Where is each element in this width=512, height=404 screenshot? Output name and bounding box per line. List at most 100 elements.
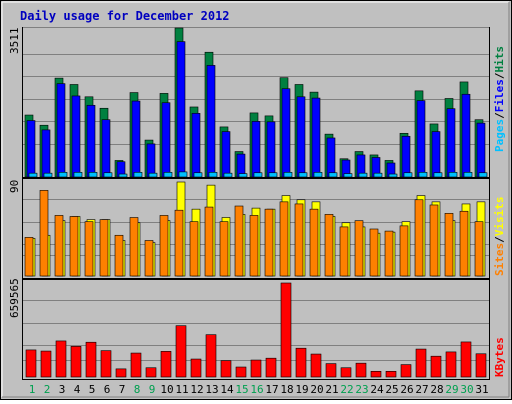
bar-pages [148, 172, 158, 178]
bar-kbytes [295, 347, 307, 378]
bar-files [431, 131, 441, 178]
x-tick-label: 21 [325, 383, 338, 396]
bar-kbytes [205, 334, 217, 378]
legend-entry: Pages [493, 119, 506, 152]
bar-kbytes [355, 362, 367, 378]
bar-pages [43, 172, 53, 178]
bar-pages [388, 173, 398, 178]
x-tick-label: 16 [250, 383, 263, 396]
bar-pages [433, 172, 443, 178]
bar-sites [399, 225, 409, 277]
x-tick-label: 22 [340, 383, 353, 396]
bar-pages [373, 172, 383, 178]
bar-kbytes [55, 340, 67, 378]
bar-sites [324, 214, 334, 277]
bar-files [191, 113, 201, 178]
bar-kbytes [370, 370, 382, 378]
bar-pages [328, 172, 338, 178]
bar-files [401, 135, 411, 178]
bar-files [311, 97, 321, 178]
x-tick-label: 30 [460, 383, 473, 396]
bar-kbytes [175, 325, 187, 378]
bar-kbytes [385, 370, 397, 378]
bar-kbytes [40, 350, 52, 378]
legend-entry: Files [493, 79, 506, 112]
bar-files [326, 137, 336, 178]
x-tick-label: 29 [445, 383, 458, 396]
bar-pages [238, 173, 248, 178]
bar-kbytes [400, 364, 412, 378]
x-tick-label: 8 [134, 383, 141, 396]
x-tick-label: 25 [385, 383, 398, 396]
x-tick-label: 13 [205, 383, 218, 396]
bar-sites [429, 204, 439, 277]
bar-kbytes [280, 282, 292, 378]
bar-pages [163, 172, 173, 178]
x-tick-label: 2 [44, 383, 51, 396]
bar-sites [99, 219, 109, 277]
bar-pages [178, 171, 188, 178]
x-tick-label: 24 [370, 383, 384, 396]
x-tick-label: 28 [430, 383, 443, 396]
bar-kbytes [325, 363, 337, 378]
bar-pages [88, 172, 98, 178]
x-tick-label: 1 [29, 383, 36, 396]
x-tick-label: 10 [160, 383, 173, 396]
bar-sites [309, 208, 319, 277]
legend-entry: Sites [493, 243, 506, 276]
x-tick-label: 4 [74, 383, 81, 396]
bar-pages [478, 172, 488, 178]
x-tick-label: 7 [119, 383, 126, 396]
bar-kbytes [130, 352, 142, 378]
bar-kbytes [430, 355, 442, 378]
bar-files [41, 129, 51, 178]
bar-files [461, 93, 471, 178]
bar-pages [58, 172, 68, 178]
bar-pages [133, 172, 143, 178]
bar-files [71, 95, 81, 178]
bar-kbytes [25, 349, 37, 378]
bar-sites [189, 221, 199, 277]
bar-files [176, 41, 186, 178]
bar-pages [73, 172, 83, 178]
bar-sites [369, 228, 379, 277]
legend-entry: / [493, 112, 506, 119]
bar-pages [103, 172, 113, 178]
bar-sites [219, 221, 229, 277]
bar-sites [234, 205, 244, 277]
bar-sites [129, 217, 139, 277]
bar-pages [343, 173, 353, 178]
bar-kbytes [160, 351, 172, 378]
bar-pages [313, 172, 323, 178]
bar-sites [84, 221, 94, 277]
bar-sites [24, 237, 34, 277]
bar-sites [69, 216, 79, 277]
bar-pages [253, 172, 263, 178]
bar-files [416, 100, 426, 178]
x-tick-label: 18 [280, 383, 293, 396]
ymax-label-hits: 3511 [8, 28, 21, 55]
bar-kbytes [310, 353, 322, 378]
bar-files [56, 83, 66, 178]
bar-files [281, 88, 291, 178]
legend-sites-visits: Sites/Visits [493, 197, 506, 277]
x-tick-label: 6 [104, 383, 111, 396]
legend-entry: / [493, 72, 506, 79]
ymax-label-kbytes: 659565 [8, 278, 21, 318]
xlabel-layer: 1 2 3 4 5 6 7 8 9 10 11 12 13 14 15 16 17 18 19 20 21 22 23 24 2… [29, 383, 489, 396]
bar-sites [54, 215, 64, 277]
bar-kbytes [115, 368, 127, 378]
bar-files [146, 143, 156, 178]
bar-sites [474, 221, 484, 277]
bar-pages [223, 172, 233, 178]
legend-pages-files-hits: Pages/Files/Hits [493, 46, 506, 152]
bar-files [251, 121, 261, 178]
bar-pages [208, 172, 218, 178]
bar-kbytes [415, 348, 427, 378]
bar-sites [174, 209, 184, 277]
legend-entry: Visits [493, 197, 506, 237]
bar-files [26, 120, 36, 178]
bar-sites [414, 199, 424, 277]
